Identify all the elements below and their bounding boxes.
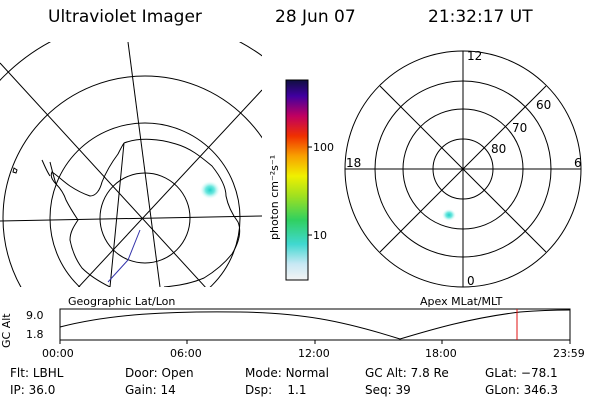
- x-tick-label: 18:00: [425, 347, 457, 360]
- app-title: Ultraviolet Imager: [48, 7, 202, 27]
- altitude-plot: GC Alt 9.0 1.8 00:00 06:00 12:00 18:00 2…: [0, 308, 585, 360]
- status-glon: GLon: 346.3: [485, 384, 558, 396]
- mlt-label-6: 6: [574, 156, 582, 170]
- colorbar-tick-label: 100: [313, 141, 334, 154]
- door-key: Door:: [125, 366, 158, 380]
- geo-meridian: [77, 89, 262, 287]
- status-dsp: Dsp: 1.1: [245, 384, 307, 396]
- seq-key: Seq:: [365, 383, 392, 397]
- x-tick-label: 23:59: [553, 347, 585, 360]
- geo-meridian: [0, 215, 262, 222]
- ip-key: IP:: [10, 383, 25, 397]
- gain-key: Gain:: [125, 383, 157, 397]
- door-value: Open: [161, 366, 194, 380]
- status-ip: IP: 36.0: [10, 384, 55, 396]
- x-tick-label: 06:00: [170, 347, 202, 360]
- apex-panel-label: Apex MLat/MLT: [420, 295, 503, 308]
- glat-key: GLat:: [485, 366, 518, 380]
- geo-meridian: [127, 42, 161, 287]
- geo-panel-label: Geographic Lat/Lon: [68, 295, 175, 308]
- colorbar-tick-label: 10: [313, 229, 327, 242]
- x-tick-label: 00:00: [42, 347, 74, 360]
- filter-value: LBHL: [32, 366, 64, 380]
- aurora-spot: [200, 181, 220, 199]
- altitude-plot-frame: [59, 308, 571, 341]
- altitude-curve: [59, 309, 571, 340]
- geo-meridian: [0, 62, 206, 287]
- seq-value: 39: [395, 383, 411, 397]
- dsp-key: Dsp:: [245, 383, 273, 397]
- mlat-label-60: 60: [536, 98, 551, 112]
- status-filter: Flt: LBHL: [10, 367, 63, 379]
- date-label: 28 Jun 07: [275, 7, 356, 27]
- geographic-map: [0, 42, 262, 287]
- gcalt-value: 7.8 Re: [410, 366, 449, 380]
- status-gc-alt: GC Alt: 7.8 Re: [365, 367, 449, 379]
- dsp-value: 1.1: [287, 383, 307, 397]
- status-gain: Gain: 14: [125, 384, 176, 396]
- y-tick-label: 1.8: [26, 328, 44, 341]
- mode-key: Mode:: [245, 366, 282, 380]
- status-mode: Mode: Normal: [245, 367, 329, 379]
- satellite-trace: [107, 229, 141, 283]
- colorbar-unit: photon cm⁻²s⁻¹: [268, 155, 281, 240]
- aurora-spot-apex: [442, 209, 456, 221]
- glon-value: 346.3: [523, 383, 558, 397]
- mlt-meridian: [379, 85, 547, 253]
- gcalt-key: GC Alt:: [365, 366, 407, 380]
- geo-lat-circle: [49, 122, 241, 287]
- status-glat: GLat: −78.1: [485, 367, 558, 379]
- ip-value: 36.0: [28, 383, 56, 397]
- time-label: 21:32:17 UT: [428, 7, 533, 27]
- x-tick-label: 12:00: [298, 347, 330, 360]
- mlat-label-70: 70: [512, 121, 527, 135]
- island: [12, 167, 18, 174]
- glat-value: −78.1: [520, 366, 558, 380]
- status-door: Door: Open: [125, 367, 194, 379]
- mlt-label-18: 18: [346, 156, 361, 170]
- peninsula-coast: [41, 159, 57, 185]
- geo-lat-circle: [2, 75, 262, 287]
- gain-value: 14: [160, 383, 176, 397]
- colorbar: [285, 79, 309, 281]
- coastline: [50, 138, 241, 287]
- status-seq: Seq: 39: [365, 384, 411, 396]
- altitude-axis-label: GC Alt: [0, 313, 13, 348]
- filter-key: Flt:: [10, 366, 29, 380]
- mlt-label-12: 12: [467, 49, 482, 63]
- mlat-label-80: 80: [491, 142, 506, 156]
- y-tick-label: 9.0: [26, 309, 44, 322]
- mlt-label-0: 0: [467, 274, 475, 288]
- apex-polar-plot: 12 18 6 0 60 70 80: [344, 49, 582, 288]
- mode-value: Normal: [285, 366, 329, 380]
- glon-key: GLon:: [485, 383, 520, 397]
